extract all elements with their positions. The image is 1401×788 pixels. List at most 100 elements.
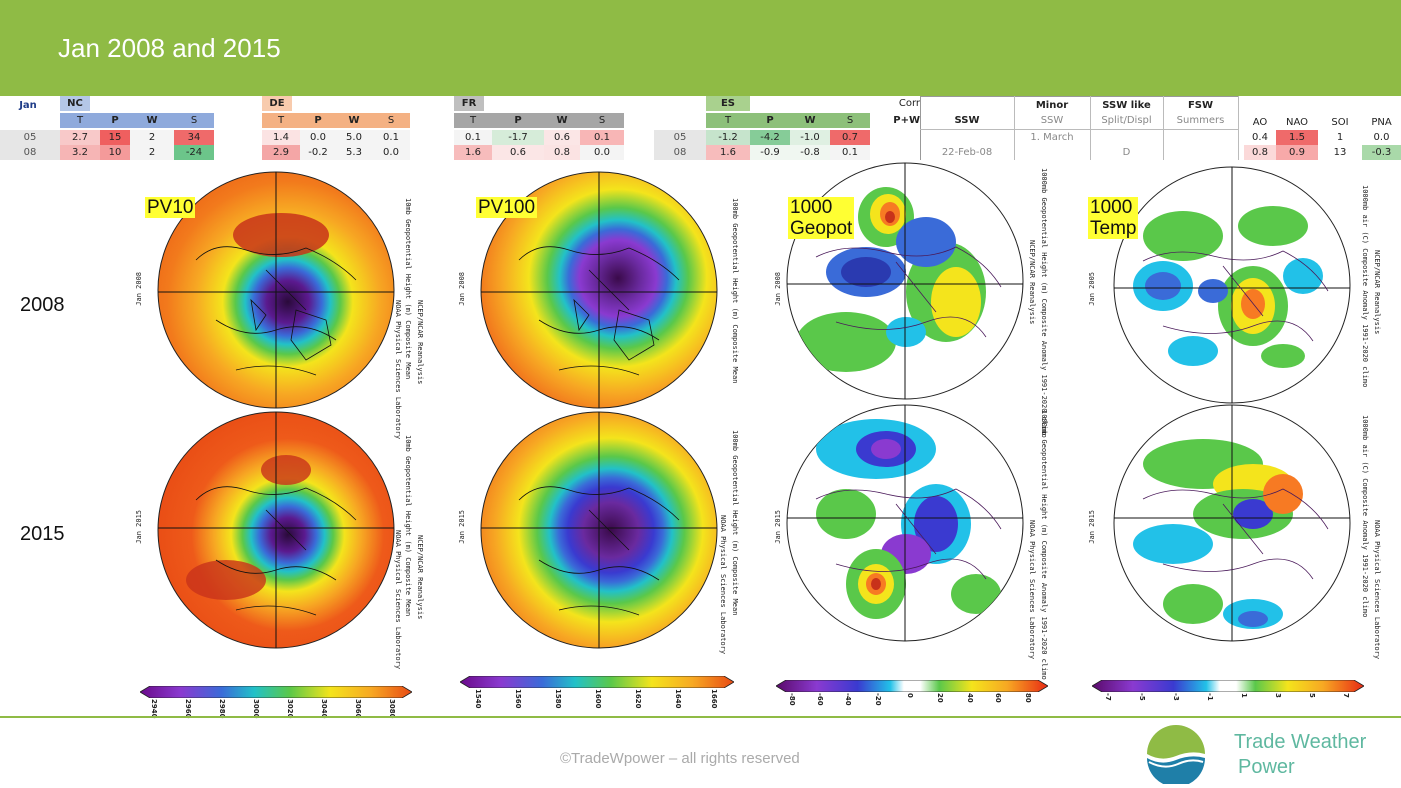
cbar-tick: 3060 bbox=[354, 699, 362, 719]
nc-col-s: S bbox=[174, 113, 214, 128]
map-source: NCEP/NCAR Reanalysis bbox=[416, 300, 424, 385]
tag-temp-line1: 1000 bbox=[1090, 197, 1133, 218]
idx-col-nao: NAO bbox=[1285, 117, 1309, 128]
map-pv10-2008 bbox=[157, 171, 395, 409]
fr-08-t: 1.6 bbox=[454, 145, 492, 160]
cbar-tick: 7 bbox=[1342, 693, 1350, 698]
year-label-2015: 2015 bbox=[20, 523, 65, 545]
fr-col-t: T bbox=[454, 113, 492, 128]
es-08-w: -0.8 bbox=[790, 145, 830, 160]
cbar-tick: 1 bbox=[1240, 693, 1248, 698]
logo-icon bbox=[1147, 725, 1205, 784]
cbar-tick: -5 bbox=[1138, 693, 1146, 701]
colorbar-pv10-ticks: 2940 2960 2980 3000 3020 3040 3060 3080 bbox=[150, 699, 410, 719]
group-nc: NC bbox=[60, 96, 90, 111]
cbar-tick: 2960 bbox=[184, 699, 192, 719]
map-source: NOAA Physical Sciences Laboratory bbox=[1373, 520, 1381, 660]
fr-col-w: W bbox=[544, 113, 580, 128]
de-05-s: 0.1 bbox=[372, 130, 410, 145]
fr-08-p: 0.6 bbox=[492, 145, 544, 160]
map-date-label: Jan 2008 bbox=[458, 272, 466, 306]
copyright-text: ©TradeWpower – all rights reserved bbox=[560, 750, 800, 767]
map-desc: 1000mb air (C) Composite Anomaly 1991-20… bbox=[1361, 185, 1369, 388]
fsw-head: FSW bbox=[1187, 100, 1214, 111]
fr-col-p: P bbox=[492, 113, 544, 128]
cbar-tick: 1540 bbox=[474, 689, 482, 709]
cbar-tick: 3080 bbox=[388, 699, 396, 719]
nc-08-s: -24 bbox=[174, 145, 214, 160]
nc-05-s: 34 bbox=[174, 130, 214, 145]
es-08-s: 0.1 bbox=[830, 145, 870, 160]
cbar-tick: 3020 bbox=[286, 699, 294, 719]
map-geopot-2008 bbox=[786, 162, 1024, 400]
fr-05-t: 0.1 bbox=[454, 130, 492, 145]
idx-col-pna: PNA bbox=[1371, 117, 1392, 128]
de-05-w: 5.0 bbox=[336, 130, 372, 145]
ssw-divider-3 bbox=[1163, 96, 1164, 160]
nc-05-w: 2 bbox=[130, 130, 174, 145]
tag-pv10: PV10 bbox=[145, 197, 196, 218]
corr-sub: P+W bbox=[893, 115, 920, 126]
map-geopot-2015 bbox=[786, 404, 1024, 642]
es-05-w: -1.0 bbox=[790, 130, 830, 145]
map-source: NOAA Physical Sciences Laboratory bbox=[394, 530, 402, 670]
colorbar-geopot bbox=[776, 680, 1048, 692]
cbar-tick: 40 bbox=[966, 693, 974, 703]
idx-08-soi: 13 bbox=[1333, 147, 1347, 158]
map-date-label: Jan 2015 bbox=[458, 510, 466, 544]
ssw-divider-2 bbox=[1090, 96, 1091, 160]
map-source: NCEP/NCAR Reanalysis bbox=[1028, 240, 1036, 325]
cbar-tick: 3000 bbox=[252, 699, 260, 719]
row-label-05: 05 bbox=[0, 130, 60, 145]
ssw-divider-1 bbox=[1014, 96, 1015, 160]
cbar-tick: 3 bbox=[1274, 693, 1282, 698]
idx-col-ao: AO bbox=[1252, 117, 1268, 128]
de-col-p: P bbox=[300, 113, 336, 128]
data-table: Jan 05 08 NC T P W S 2.7 15 2 34 3.2 10 … bbox=[0, 96, 1401, 162]
de-col-w: W bbox=[336, 113, 372, 128]
cbar-tick: 20 bbox=[936, 693, 944, 703]
cbar-tick: 1580 bbox=[554, 689, 562, 709]
de-col-s: S bbox=[372, 113, 410, 128]
colorbar-pv100-ticks: 1540 1560 1580 1600 1620 1640 1660 bbox=[474, 689, 734, 709]
idx-col-soi: SOI bbox=[1331, 117, 1349, 128]
nc-08-p: 10 bbox=[100, 145, 130, 160]
cbar-tick: -7 bbox=[1104, 693, 1112, 701]
de-08-p: -0.2 bbox=[300, 145, 336, 160]
cbar-tick: 1560 bbox=[514, 689, 522, 709]
ssw-like-head: SSW like bbox=[1102, 100, 1151, 111]
fr-05-s: 0.1 bbox=[580, 130, 624, 145]
es-05-s: 0.7 bbox=[830, 130, 870, 145]
map-source: NCEP/NCAR Reanalysis bbox=[1373, 250, 1381, 335]
map-date-label: Jan 2008 bbox=[774, 272, 782, 306]
map-source: NOAA Physical Sciences Laboratory bbox=[394, 300, 402, 440]
footer-divider bbox=[0, 716, 1401, 718]
map-pv100-2008 bbox=[480, 171, 718, 409]
colorbar-pv100 bbox=[460, 676, 734, 688]
map-date-label: Jan 2015 bbox=[774, 510, 782, 544]
es-05-p: -4.2 bbox=[750, 130, 790, 145]
tag-geopot-line2: Geopot bbox=[790, 218, 853, 239]
idx-05-nao: 1.5 bbox=[1276, 130, 1318, 145]
de-08-t: 2.9 bbox=[262, 145, 300, 160]
fr-08-s: 0.0 bbox=[580, 145, 624, 160]
colorbar-pv10 bbox=[140, 686, 412, 698]
map-pv100-2015 bbox=[480, 411, 718, 649]
cbar-tick: 2980 bbox=[218, 699, 226, 719]
tag-geopot-line1: 1000 bbox=[790, 197, 833, 218]
cbar-tick: -80 bbox=[788, 693, 796, 706]
map-source: NOAA Physical Sciences Laboratory bbox=[1028, 520, 1036, 660]
map-source: NOAA Physical Sciences Laboratory bbox=[719, 515, 727, 655]
nc-08-w: 2 bbox=[130, 145, 174, 160]
year-label-2008: 2008 bbox=[20, 294, 65, 316]
idx-05-soi: 1 bbox=[1336, 132, 1344, 143]
fr-05-w: 0.6 bbox=[544, 130, 580, 145]
map-desc: 100mb Geopotential Height (m) Composite … bbox=[731, 198, 739, 384]
map-desc: 1000mb Geopotential Height (m) Composite… bbox=[1040, 410, 1048, 680]
nc-05-t: 2.7 bbox=[60, 130, 100, 145]
ssw-hline bbox=[920, 129, 1238, 130]
idx-08-pna: -0.3 bbox=[1362, 145, 1401, 160]
corr-label: Corr bbox=[898, 98, 920, 109]
map-pv10-2015 bbox=[157, 411, 395, 649]
cbar-tick: 5 bbox=[1308, 693, 1316, 698]
